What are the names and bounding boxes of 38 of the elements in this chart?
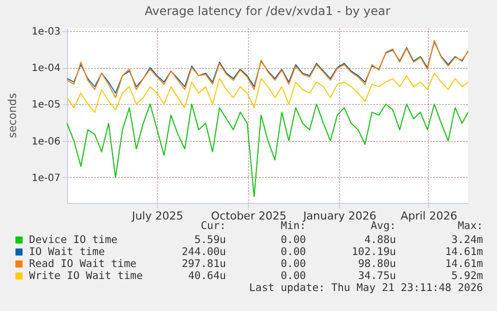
legend-label: Read IO Wait time — [29, 258, 136, 270]
text: 98.80u — [358, 258, 396, 270]
text: Avg: — [370, 220, 396, 232]
y-tick-label: 1e-07 — [32, 172, 60, 184]
text: 14.61m — [445, 246, 483, 258]
text: 5.92m — [451, 270, 483, 282]
y-axis-title: seconds — [6, 92, 19, 138]
text: Min: — [280, 220, 306, 232]
text: 0.00 — [280, 246, 306, 258]
text: Last update: Thu May 21 23:11:48 2026 — [249, 282, 483, 294]
legend-label: IO Wait time — [29, 246, 105, 258]
text: 0.00 — [280, 258, 306, 270]
y-tick-label: 1e-04 — [32, 63, 60, 74]
text: 244.00u — [182, 246, 226, 258]
text: 102.19u — [352, 246, 396, 258]
text: 4.88u — [364, 234, 396, 246]
x-tick-label: January 2026 — [302, 210, 376, 222]
text: 14.61m — [445, 258, 483, 270]
x-tick-label: July 2025 — [130, 210, 184, 222]
text: 5.59u — [194, 234, 226, 246]
y-tick-label: 1e-06 — [32, 136, 60, 148]
text: Cur: — [200, 220, 226, 232]
legend-label: Device IO time — [29, 234, 118, 246]
line-series — [66, 72, 468, 113]
legend-label: Write IO Wait time — [29, 270, 143, 282]
y-tick-label: 1e-05 — [32, 100, 60, 111]
x-tick-label: April 2026 — [400, 210, 458, 222]
line-series — [66, 104, 468, 198]
text: Max: — [458, 220, 483, 232]
text: 3.24m — [451, 234, 483, 246]
chart-title: Average latency for /dev/xvda1 - by year — [144, 4, 390, 18]
text: 0.00 — [280, 234, 306, 246]
x-tick-label: October 2025 — [210, 210, 286, 222]
y-tick-label: 1e-03 — [32, 26, 60, 38]
text: 40.64u — [188, 270, 226, 282]
text: 34.75u — [358, 270, 396, 282]
text: 297.81u — [182, 258, 226, 270]
text: 0.00 — [280, 270, 306, 282]
